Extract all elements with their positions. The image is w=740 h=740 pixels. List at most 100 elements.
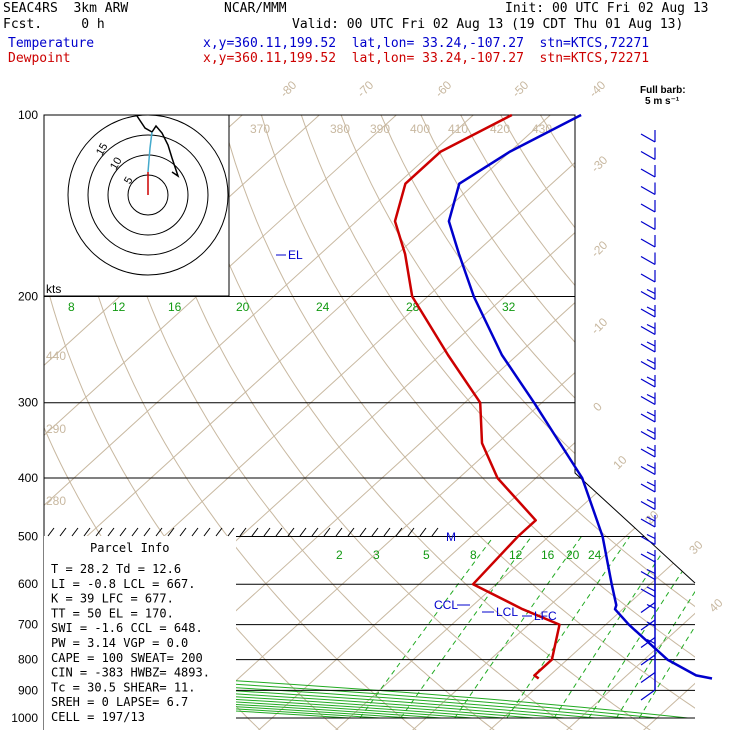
- wind-barb: [640, 270, 656, 283]
- wind-barb-half: [646, 498, 656, 505]
- parcel-info-row: PW = 3.14 VGP = 0.0: [51, 636, 188, 650]
- wind-barb: [640, 480, 656, 493]
- hodograph-ring-label: 10: [108, 155, 125, 172]
- dry-adiabat-line: [579, 115, 695, 730]
- parcel-hatch: [71, 527, 79, 537]
- wind-barb-half: [646, 288, 656, 295]
- wind-barb-half: [646, 586, 656, 592]
- theta-label: 400: [410, 122, 430, 136]
- chart-header: SEAC4RS 3km ARW Fcst. 0 h NCAR/MMM Init:…: [0, 0, 740, 70]
- wind-barb-flag: [640, 290, 656, 301]
- wind-barb-half: [646, 516, 656, 522]
- pressure-tick-label: 800: [18, 653, 38, 667]
- wind-barb-half: [646, 393, 656, 400]
- wind-barb-half: [646, 638, 656, 645]
- wind-barb-half: [646, 446, 656, 452]
- mixing-ratio-label: 8: [470, 548, 477, 562]
- center-label: NCAR/MMM: [224, 1, 287, 16]
- temperature-legend: Temperature: [8, 36, 95, 51]
- wind-barb: [640, 654, 656, 666]
- parcel-info-row: LI = -0.8 LCL = 667.: [51, 577, 196, 591]
- hodograph-trace-mid: [147, 131, 153, 173]
- parcel-hatch: [95, 527, 103, 537]
- wind-barb: [640, 147, 656, 161]
- isotherm-label: 10: [610, 453, 630, 473]
- wind-barb-half: [646, 411, 656, 417]
- mixing-ratio-label: 5: [423, 548, 430, 562]
- annotation-ccl: CCL: [434, 598, 458, 612]
- dewpoint-location: x,y=360.11,199.52 lat,lon= 33.24,-107.27…: [203, 51, 650, 66]
- wind-barb-flag: [640, 168, 656, 178]
- run-label: SEAC4RS 3km ARW: [3, 1, 129, 16]
- isotherm-line: [642, 115, 695, 730]
- dry-adiabat-line: [340, 115, 695, 730]
- dry-adiabat-line: [539, 115, 695, 730]
- parcel-hatch: [311, 527, 319, 537]
- pressure-tick-label: 1000: [11, 711, 38, 725]
- parcel-hatch: [407, 527, 415, 537]
- forecast-hour: Fcst. 0 h: [3, 17, 105, 32]
- isotherm-line: [720, 102, 740, 731]
- wind-barb-half: [646, 568, 656, 575]
- wind-barb-flag: [640, 220, 656, 231]
- dry-adiabat-line: [460, 115, 695, 730]
- parcel-hatch: [395, 527, 403, 537]
- hodograph-ring-label: 15: [94, 141, 111, 158]
- theta-label: 410: [448, 122, 468, 136]
- isotherm-label: 20: [642, 508, 662, 528]
- parcel-hatch: [359, 527, 367, 537]
- theta-label: 290: [46, 422, 66, 436]
- parcel-hatch: [167, 527, 175, 537]
- wind-barb-flag: [640, 325, 656, 336]
- pressure-tick-label: 200: [18, 290, 38, 304]
- wind-barb-flag: [640, 273, 656, 283]
- parcel-hatch: [119, 527, 127, 537]
- mixing-ratio-label: 12: [112, 300, 126, 314]
- wind-barb: [640, 200, 656, 213]
- pressure-tick-label: 300: [18, 396, 38, 410]
- dry-adiabat-line: [141, 115, 574, 730]
- wind-barb-flag: [640, 133, 656, 143]
- parcel-hatch: [299, 527, 307, 537]
- wind-barb-half: [646, 621, 656, 627]
- mixing-ratio-label: 20: [566, 548, 580, 562]
- wind-barb-flag: [640, 308, 656, 318]
- isotherm-label: 30: [686, 538, 706, 558]
- isotherm-line: [488, 115, 695, 730]
- pressure-tick-label: 500: [18, 529, 38, 543]
- dewpoint-legend: Dewpoint: [8, 51, 71, 66]
- theta-label: 440: [46, 349, 66, 363]
- wind-barb: [640, 130, 656, 143]
- hodograph-ring: [87, 134, 209, 256]
- isotherm-line: [411, 115, 695, 730]
- wind-barb-half: [646, 481, 656, 487]
- temperature-location: x,y=360.11,199.52 lat,lon= 33.24,-107.27…: [203, 36, 650, 51]
- wind-barb: [640, 182, 656, 196]
- wind-barb-flag: [640, 500, 656, 511]
- parcel-hatch: [59, 527, 67, 537]
- wind-barb-flag: [640, 378, 656, 388]
- parcel-info-title: Parcel Info: [90, 541, 169, 555]
- mixing-ratio-line: [400, 536, 532, 719]
- wind-barb-flag: [640, 654, 656, 666]
- parcel-hatch: [47, 527, 55, 537]
- wind-barb-flag: [640, 395, 656, 406]
- wind-barb: [640, 305, 656, 318]
- wind-barb-flag: [640, 672, 656, 683]
- wind-barb: [640, 689, 656, 701]
- isotherm-line: [257, 115, 695, 730]
- parcel-hatch: [179, 527, 187, 537]
- hodograph-box: [43, 114, 230, 297]
- wind-barb-half: [646, 306, 656, 312]
- wind-barb-flag: [640, 483, 656, 493]
- wind-barb: [640, 445, 656, 458]
- parcel-hatch: [83, 527, 91, 537]
- isotherm-label: -80: [277, 78, 299, 100]
- isotherm-line: [44, 115, 412, 730]
- dewpoint-profile-line: [393, 113, 561, 680]
- dry-adiabat-line: [420, 115, 695, 730]
- parcel-hatch: [263, 527, 271, 537]
- wind-barb-flag: [640, 238, 656, 248]
